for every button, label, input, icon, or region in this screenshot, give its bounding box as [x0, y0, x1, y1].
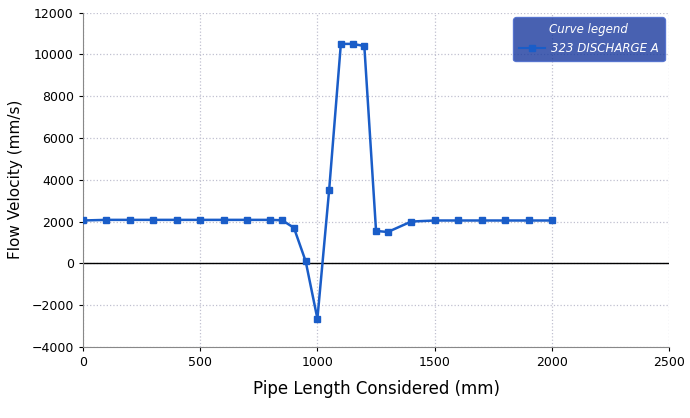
Y-axis label: Flow Velocity (mm/s): Flow Velocity (mm/s): [8, 100, 23, 260]
Legend: 323 DISCHARGE A: 323 DISCHARGE A: [513, 17, 664, 61]
X-axis label: Pipe Length Considered (mm): Pipe Length Considered (mm): [253, 380, 500, 398]
